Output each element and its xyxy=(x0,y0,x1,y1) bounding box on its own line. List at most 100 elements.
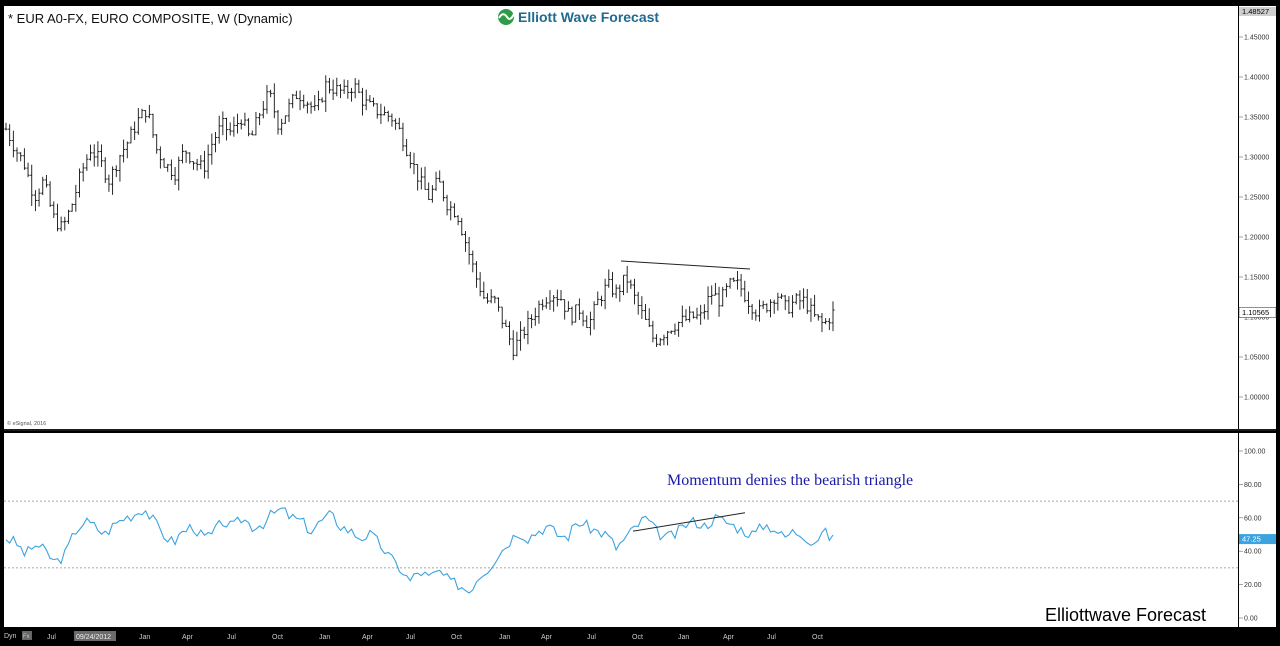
price-bar xyxy=(235,113,240,134)
price-bar xyxy=(379,103,383,124)
price-bar xyxy=(743,280,747,303)
price-bar xyxy=(386,110,390,122)
price-bar xyxy=(632,278,637,305)
price-bar xyxy=(184,150,188,163)
price-bar xyxy=(732,277,736,283)
time-tick-label: Jan xyxy=(499,634,510,641)
price-bar xyxy=(625,265,629,294)
price-bar xyxy=(320,97,324,103)
price-bar xyxy=(74,184,78,212)
date-badge-text: 09/24/2012 xyxy=(76,634,111,641)
price-tick-label: 1.00000 xyxy=(1244,395,1269,402)
price-bar xyxy=(813,294,817,317)
top-price-badge: 1.48527 xyxy=(1239,7,1276,16)
price-bar xyxy=(456,214,460,226)
price-bar xyxy=(191,161,196,170)
price-bar xyxy=(643,303,648,320)
time-axis-corner-badge-box[interactable] xyxy=(22,631,32,640)
price-bar xyxy=(761,300,765,310)
watermark: Elliottwave Forecast xyxy=(1045,605,1206,625)
price-bar xyxy=(544,297,548,309)
time-axis-corner-label[interactable]: Dyn xyxy=(4,633,17,640)
price-bar xyxy=(434,171,438,191)
price-tick-label: 1.45000 xyxy=(1244,35,1269,42)
rsi-axis-panel[interactable] xyxy=(1239,433,1276,627)
price-bar xyxy=(482,281,486,300)
price-tick-label: 1.40000 xyxy=(1244,75,1269,82)
price-bar xyxy=(401,122,405,152)
price-bar xyxy=(4,122,8,131)
price-bar xyxy=(463,231,468,252)
price-bar xyxy=(368,95,372,103)
price-bar xyxy=(33,190,38,212)
price-bar xyxy=(206,144,210,179)
date-badge-box xyxy=(74,631,116,641)
price-bar xyxy=(213,131,218,153)
price-bar xyxy=(500,306,504,329)
price-bar xyxy=(485,293,490,304)
price-bar xyxy=(570,306,574,326)
rsi-momentum-trendline[interactable] xyxy=(632,512,746,532)
price-bar xyxy=(364,89,368,111)
price-bar xyxy=(566,301,570,312)
time-tick-label: Apr xyxy=(723,634,735,641)
price-bar xyxy=(133,121,137,141)
price-bar xyxy=(805,289,809,315)
price-bar xyxy=(269,89,273,98)
time-axis-corner-badge[interactable]: Fx xyxy=(22,631,32,640)
source-note: © eSignal, 2016 xyxy=(7,420,46,427)
price-bar xyxy=(258,112,262,126)
price-bar xyxy=(338,84,343,99)
price-bar xyxy=(577,298,581,320)
time-axis-corner-badge-text[interactable]: Fx xyxy=(23,634,30,640)
price-bar xyxy=(335,77,339,97)
price-bar xyxy=(816,314,820,321)
price-bar xyxy=(276,110,280,135)
price-bar xyxy=(232,116,236,137)
price-bar xyxy=(636,291,640,315)
price-bar xyxy=(515,331,519,357)
price-triangle-trendline[interactable] xyxy=(620,260,751,270)
price-bar xyxy=(654,334,659,348)
price-tick-label: 1.25000 xyxy=(1244,195,1269,202)
price-bar xyxy=(768,299,773,318)
price-bar xyxy=(585,315,589,329)
price-panel[interactable] xyxy=(4,6,1238,429)
price-bar xyxy=(305,101,309,114)
rsi-last-badge: 47.25 xyxy=(1239,534,1276,545)
price-bar xyxy=(423,166,427,190)
rsi-tick-label: 20.00 xyxy=(1244,582,1262,589)
price-axis-panel[interactable] xyxy=(1239,6,1276,429)
price-bar xyxy=(467,236,471,265)
price-bar xyxy=(342,79,346,94)
rsi-tick-label: 40.00 xyxy=(1244,549,1262,556)
rsi-axis-ticks: 100.00 80.00 60.00 40.00 20.00 0.00 xyxy=(1239,449,1266,623)
price-bar xyxy=(202,150,207,179)
price-bar xyxy=(552,295,556,312)
price-bar xyxy=(614,284,618,299)
price-bar xyxy=(357,79,361,94)
price-bar xyxy=(706,286,710,320)
rsi-last-badge-text: 47.25 xyxy=(1242,535,1261,544)
price-bar xyxy=(754,309,758,321)
time-tick-label: Jul xyxy=(767,634,776,641)
price-bar xyxy=(224,117,229,141)
price-bar xyxy=(809,298,813,322)
price-bar xyxy=(610,271,615,298)
price-bar xyxy=(394,118,398,130)
time-tick-label: Oct xyxy=(451,634,462,641)
rsi-panel[interactable] xyxy=(4,433,1238,627)
price-bar xyxy=(92,144,96,167)
price-bar xyxy=(291,93,295,109)
price-bar xyxy=(445,194,449,216)
price-tick-label: 1.35000 xyxy=(1244,115,1269,122)
price-bar xyxy=(283,115,287,124)
price-bar xyxy=(507,321,512,346)
price-bar xyxy=(662,334,666,346)
time-axis-bar[interactable] xyxy=(0,628,1280,646)
price-bar xyxy=(173,166,177,186)
price-bar xyxy=(371,97,376,107)
price-bar xyxy=(746,291,751,314)
chart-title: * EUR A0-FX, EURO COMPOSITE, W (Dynamic) xyxy=(8,11,293,26)
price-bar xyxy=(85,154,89,171)
